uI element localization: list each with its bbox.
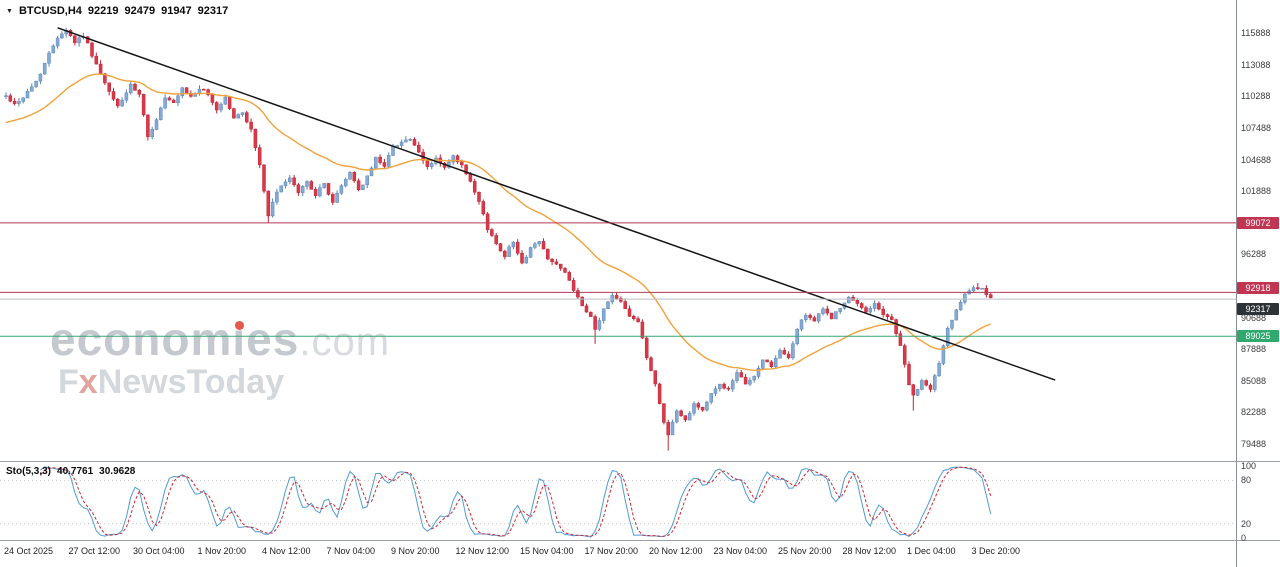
price-tick: 104688 <box>1241 154 1272 165</box>
price-tick: 96288 <box>1241 249 1267 260</box>
price-label-badge: 92918 <box>1237 282 1279 295</box>
symbol-label: BTCUSD,H4 <box>18 5 82 17</box>
watermark-brand-i-dot: i <box>232 313 247 365</box>
time-label: 20 Nov 12:00 <box>649 546 703 556</box>
ohlc-low: 91947 <box>161 5 192 17</box>
chart-header: ▼ BTCUSD,H4 92219 92479 91947 92317 <box>6 5 228 17</box>
price-tick: 90688 <box>1241 312 1267 323</box>
indicator-name: Sto(5,3,3) <box>6 466 52 477</box>
sto-level-label: 0 <box>1241 533 1247 543</box>
price-label-badge: 99072 <box>1237 216 1279 229</box>
time-label: 9 Nov 20:00 <box>391 546 440 556</box>
price-tick: 87888 <box>1241 344 1267 355</box>
price-tick: 115888 <box>1241 28 1271 38</box>
time-label: 30 Oct 04:00 <box>133 546 185 556</box>
indicator-k-value: 40.7761 <box>57 466 94 477</box>
moving-average-line[interactable] <box>5 73 991 372</box>
stochastic-d-line <box>40 466 992 537</box>
time-label: 12 Nov 12:00 <box>455 546 510 556</box>
ohlc-high: 92479 <box>124 5 156 17</box>
watermark-brand-post: es <box>246 313 300 365</box>
watermark-sub-x: x <box>78 363 98 401</box>
watermark-tld: .com <box>299 320 391 364</box>
time-label: 24 Oct 2025 <box>4 546 54 556</box>
watermark-brand-pre: econom <box>50 313 233 365</box>
symbol-dropdown-icon[interactable]: ▼ <box>6 7 13 15</box>
stochastic-k-line <box>40 466 992 538</box>
price-tick: 101888 <box>1241 186 1272 197</box>
price-tick: 113088 <box>1241 59 1271 70</box>
watermark-sub-f: F <box>58 363 79 401</box>
time-label: 27 Oct 12:00 <box>68 546 121 556</box>
sto-level-label: 100 <box>1241 461 1257 471</box>
time-label: 23 Nov 04:00 <box>713 546 768 556</box>
descending-trendline[interactable] <box>57 27 1056 381</box>
time-label: 17 Nov 20:00 <box>584 546 639 556</box>
watermark: econom i es .com FxNewsToday <box>50 316 390 399</box>
ohlc-open: 92219 <box>87 5 119 17</box>
price-axis[interactable]: 1158881130881102881074881046881018889908… <box>1236 0 1280 567</box>
time-label: 15 Nov 04:00 <box>520 546 574 556</box>
time-axis[interactable]: 24 Oct 2025 27 Oct 12:00 30 Oct 04:00 1 Nov… <box>0 542 1236 567</box>
watermark-brand: econom i es .com <box>50 316 390 362</box>
price-label-badge: 92317 <box>1237 303 1279 316</box>
price-tick: 85088 <box>1241 375 1267 386</box>
indicator-d-value: 30.9628 <box>99 466 136 477</box>
price-tick: 79488 <box>1241 439 1267 449</box>
indicator-label: Sto(5,3,3) 40.7761 30.9628 <box>6 466 135 477</box>
time-label: 25 Nov 20:00 <box>778 546 832 556</box>
sto-level-label: 20 <box>1241 518 1252 529</box>
price-tick: 110288 <box>1241 91 1271 102</box>
ohlc-close: 92317 <box>197 5 229 17</box>
price-tick: 107488 <box>1241 122 1272 133</box>
watermark-subtitle: FxNewsToday <box>58 365 390 399</box>
time-label: 7 Nov 04:00 <box>326 546 376 556</box>
time-label: 28 Nov 12:00 <box>842 546 897 556</box>
watermark-sub-rest: NewsToday <box>97 363 285 401</box>
price-label-badge: 89025 <box>1237 330 1279 343</box>
time-label: 4 Nov 12:00 <box>262 546 311 556</box>
time-label: 1 Nov 20:00 <box>197 546 247 556</box>
time-label: 3 Dec 20:00 <box>971 546 1021 556</box>
price-tick: 82288 <box>1241 407 1267 418</box>
time-label: 1 Dec 04:00 <box>907 546 956 556</box>
candles-group <box>4 27 993 451</box>
sto-level-label: 80 <box>1241 475 1252 486</box>
